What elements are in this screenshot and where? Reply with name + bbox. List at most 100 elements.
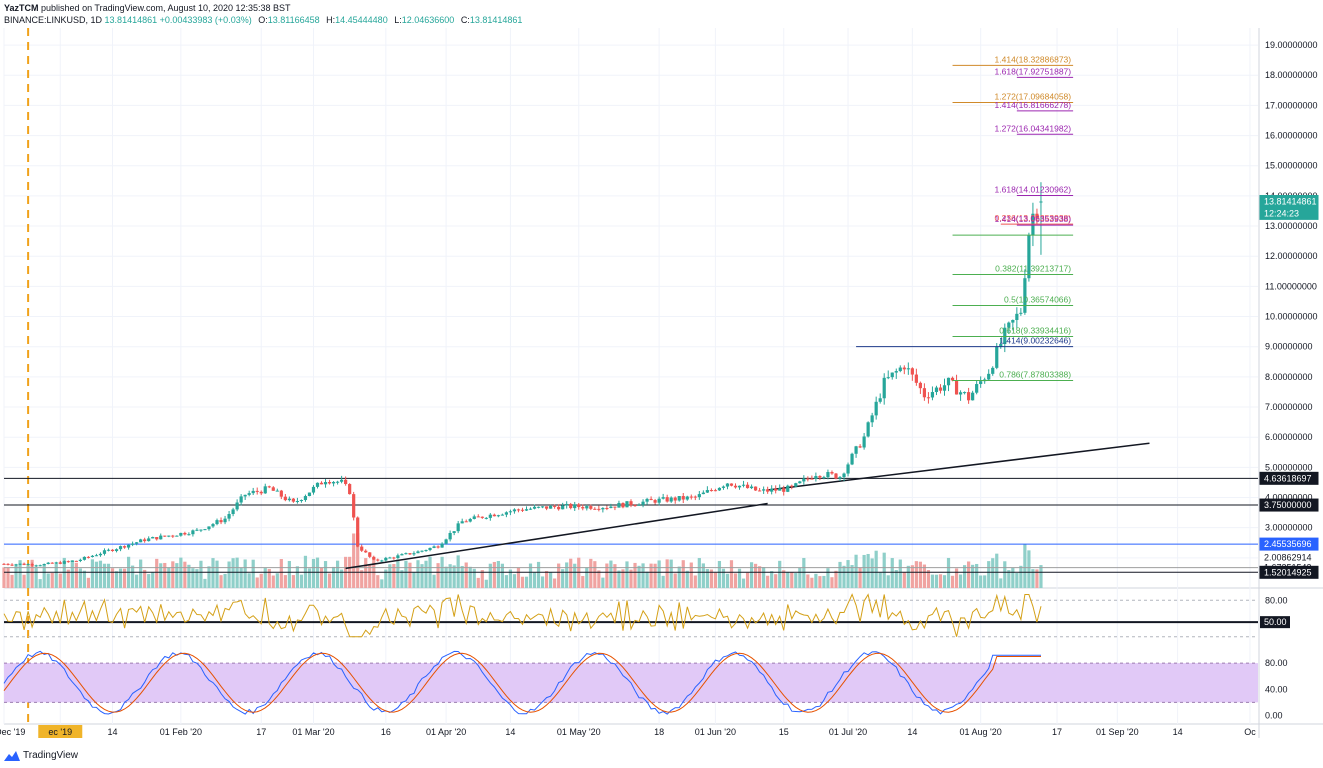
volume-bar (621, 569, 625, 588)
candle-body (484, 517, 488, 519)
candle-body (926, 397, 931, 399)
volume-bar (983, 575, 987, 588)
candle-body (1015, 313, 1019, 321)
price-badge (1259, 537, 1319, 551)
candle-body (617, 502, 621, 508)
candle-body (66, 561, 70, 563)
volume-bar (557, 563, 561, 588)
time-axis-label: 01 May '20 (557, 727, 601, 737)
volume-bar (500, 563, 504, 588)
volume-bar (86, 577, 91, 588)
volume-bar (528, 563, 533, 588)
volume-bar (275, 573, 279, 588)
volume-bar (504, 575, 509, 588)
candle-body (500, 514, 504, 516)
candle-body (850, 453, 854, 465)
volume-bar (307, 568, 312, 588)
fib-level-label: 1.272(17.09684058) (995, 91, 1072, 101)
volume-bar (906, 565, 910, 588)
fib-level-label: 1.414(13.06353938) (995, 214, 1072, 224)
volume-bar (850, 565, 854, 588)
volume-bar (954, 568, 959, 588)
volume-bar (975, 563, 979, 588)
volume-bar (135, 574, 139, 588)
candle-body (235, 502, 239, 510)
candle-body (420, 550, 424, 552)
candle-body (798, 481, 802, 484)
candle-body (846, 464, 850, 474)
candle-body (480, 516, 484, 518)
time-axis-highlight (38, 725, 83, 738)
price-badge (1259, 471, 1319, 485)
volume-bar (356, 533, 360, 588)
candle-body (975, 384, 979, 393)
price-badge (1259, 565, 1319, 579)
candle-body (106, 549, 111, 551)
price-badge-label: 4.63618697 (1264, 473, 1312, 483)
candle-body (782, 488, 786, 492)
volume-bar (191, 568, 195, 588)
tradingview-brand[interactable]: TradingView (4, 750, 78, 761)
volume-bar (1015, 573, 1019, 588)
volume-bar (42, 564, 46, 588)
volume-bar (617, 570, 621, 588)
publisher-name: YazTCM (4, 3, 39, 13)
candle-body (187, 534, 191, 536)
volume-bar (331, 566, 336, 588)
volume-bar (34, 568, 38, 588)
candle-body (878, 398, 882, 402)
candle-body (778, 488, 782, 491)
price-tick-label: 3.00000000 (1265, 523, 1313, 533)
candle-body (890, 372, 894, 378)
volume-bar (532, 572, 537, 588)
fib-level-label: 1.618(17.92751887) (995, 66, 1072, 76)
candle-body (585, 506, 589, 509)
candle-body (709, 490, 713, 492)
candle-body (557, 506, 561, 510)
candle-body (1039, 201, 1043, 203)
candle-body (388, 557, 392, 559)
candle-body (918, 382, 922, 389)
candle-body (914, 374, 918, 383)
price-badge-label: 13.81414861 (1264, 196, 1317, 206)
time-axis-label: 01 Jun '20 (695, 727, 736, 737)
volume-bar (102, 563, 107, 588)
volume-bar (291, 575, 295, 588)
volume-bar (938, 574, 943, 588)
candle-body (862, 436, 866, 448)
volume-bar (360, 570, 364, 588)
ohlc-legend: BINANCE:LINKUSD, 1D 13.81414861 +0.00433… (4, 15, 522, 25)
volume-bar (637, 565, 641, 588)
time-axis-label: 17 (256, 727, 266, 737)
candle-body (295, 501, 300, 503)
candle-body (834, 473, 838, 479)
candle-body (464, 521, 468, 523)
volume-bar (649, 563, 653, 588)
candle-body (231, 509, 235, 515)
volume-bar (536, 561, 541, 588)
volume-bar (999, 578, 1003, 588)
candle-body (661, 497, 665, 499)
candle-body (488, 514, 492, 518)
volume-bar (1039, 565, 1043, 588)
volume-bar (625, 561, 629, 588)
candle-body (291, 498, 295, 502)
candle-body (90, 555, 95, 557)
candle-body (323, 482, 328, 485)
candle-body (504, 512, 509, 515)
volume-bar (971, 564, 975, 588)
price-badge-label: 3.75000000 (1264, 500, 1312, 510)
price-tick-label: 15.00000000 (1265, 161, 1318, 171)
candle-body (544, 506, 549, 509)
candle-body (532, 506, 537, 509)
volume-bar (122, 568, 127, 588)
candle-body (183, 532, 187, 535)
volume-bar (38, 579, 42, 588)
candle-body (114, 549, 119, 552)
candle-body (315, 482, 320, 487)
candle-body (1003, 327, 1007, 345)
volume-bar (770, 571, 774, 588)
volume-bar (910, 565, 914, 588)
volume-bar (786, 571, 790, 588)
